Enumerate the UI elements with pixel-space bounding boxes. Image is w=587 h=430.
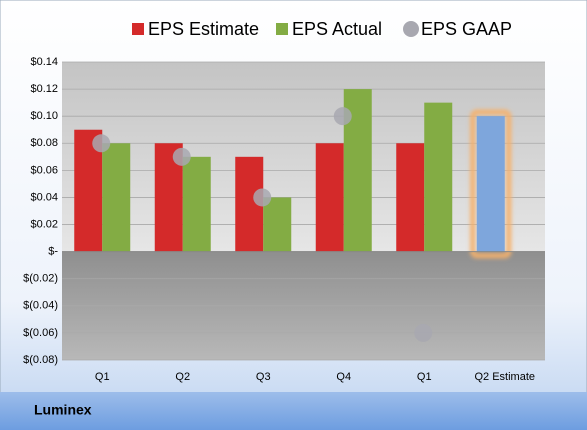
y-tick-label: $0.06	[30, 164, 58, 176]
y-tick-label: $(0.04)	[23, 300, 58, 312]
y-tick-label: $-	[48, 246, 58, 258]
legend-marker	[276, 23, 288, 35]
y-tick-label: $0.12	[30, 83, 58, 95]
legend-marker	[403, 21, 419, 37]
bar	[102, 143, 131, 252]
gaap-marker	[253, 188, 272, 207]
x-tick-label: Q3	[256, 371, 271, 383]
x-tick-label: Q1	[417, 371, 432, 383]
x-tick-label: Q4	[336, 371, 351, 383]
legend-label: EPS Actual	[292, 19, 382, 39]
bar	[182, 156, 211, 252]
gaap-marker	[92, 134, 111, 153]
gaap-marker	[172, 147, 191, 166]
y-tick-label: $0.08	[30, 137, 58, 149]
gaap-marker	[414, 323, 433, 342]
y-tick-label: $0.10	[30, 110, 58, 122]
y-tick-label: $(0.08)	[23, 354, 58, 366]
gaap-marker	[333, 107, 352, 126]
legend-label: EPS GAAP	[421, 19, 512, 39]
bar	[396, 143, 425, 252]
y-tick-label: $(0.02)	[23, 273, 58, 285]
legend-marker	[132, 23, 144, 35]
y-tick-label: $(0.06)	[23, 327, 58, 339]
y-tick-label: $0.02	[30, 218, 58, 230]
x-tick-label: Q1	[95, 371, 110, 383]
y-tick-label: $0.04	[30, 191, 58, 203]
x-tick-label: Q2	[175, 371, 190, 383]
x-tick-label: Q2 Estimate	[474, 371, 535, 383]
highlight-glow	[470, 109, 512, 259]
bar	[263, 197, 292, 252]
legend-label: EPS Estimate	[148, 19, 259, 39]
plot-positive	[62, 62, 545, 252]
bar	[424, 102, 453, 252]
bar	[315, 143, 344, 252]
bar	[476, 116, 505, 252]
footer-band	[0, 392, 587, 430]
y-tick-label: $0.14	[30, 56, 58, 68]
footer: Luminex	[34, 402, 92, 418]
